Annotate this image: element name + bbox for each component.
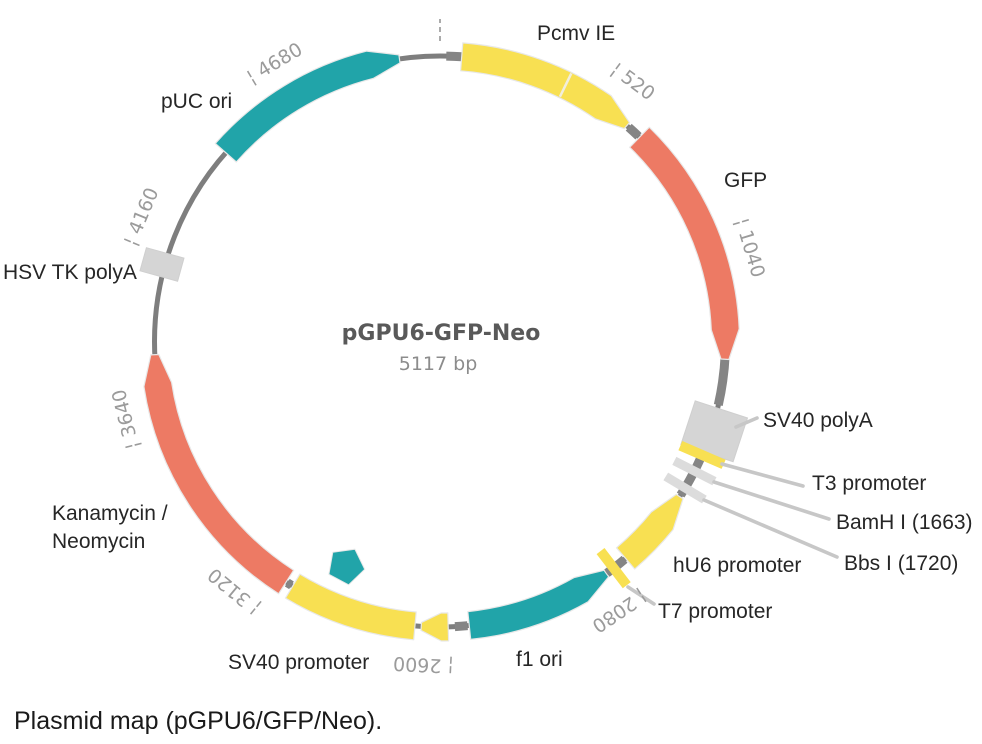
plasmid-title: pGPU6-GFP-Neo <box>342 321 541 346</box>
feature-label-pcmv-ie: Pcmv IE <box>537 22 615 45</box>
feature-sv40-promoter-arrowhead <box>420 612 450 642</box>
feature-pcmv-ie <box>460 42 631 130</box>
backbone-connector <box>625 123 642 140</box>
tick-label-520: ¦ 520 <box>607 58 659 105</box>
tick-label-2600: ¦ 2600 <box>393 652 455 677</box>
feature-hsv-tk-polya <box>139 247 185 282</box>
leader-line-bbsi-site <box>702 498 839 559</box>
feature-f1-ori <box>467 569 610 640</box>
feature-label-hu6-promoter: hU6 promoter <box>673 554 801 577</box>
feature-kanamycin-neomycin <box>143 353 295 595</box>
leader-line-layer <box>626 416 839 606</box>
backbone-connector <box>713 354 730 407</box>
feature-label-kanamycin-neomycin: Neomycin <box>52 530 145 553</box>
backbone-connector <box>692 456 705 470</box>
tick-label-2080: ¦ 2080 <box>588 585 651 637</box>
feature-gfp <box>629 126 740 361</box>
figure-caption: Plasmid map (pGPU6/GFP/Neo). <box>14 707 382 735</box>
feature-label-gfp: GFP <box>724 169 767 192</box>
feature-layer <box>139 42 749 642</box>
feature-label-puc-ori: pUC ori <box>161 90 232 113</box>
leader-line-t7-promoter <box>626 585 656 606</box>
feature-label-f1-ori: f1 ori <box>516 648 563 671</box>
inner-pentagon-marker <box>328 548 366 586</box>
backbone-connector <box>683 472 697 487</box>
leader-line-t3-promoter <box>720 462 805 488</box>
tick-label-4160: ¦ 4160 <box>120 184 164 249</box>
feature-label-hsv-tk-polya: HSV TK polyA <box>3 261 137 284</box>
feature-divider-pcmv-ie <box>558 72 573 98</box>
feature-t7-promoter <box>596 548 631 589</box>
feature-label-sv40-promoter: SV40 promoter <box>228 651 369 674</box>
feature-label-bbsi-site: Bbs I (1720) <box>844 552 958 575</box>
backbone-connector <box>284 578 294 590</box>
feature-label-t7-promoter: T7 promoter <box>658 600 772 623</box>
leader-line-bamhi-site <box>712 480 831 521</box>
feature-t3-promoter <box>678 441 726 469</box>
leader-line-sv40-polya <box>734 416 759 429</box>
feature-label-sv40-polya: SV40 polyA <box>763 409 873 432</box>
backbone-connector <box>454 621 468 632</box>
feature-label-layer: Pcmv IE GFP SV40 polyA T3 promoter BamH I (1… <box>3 22 973 674</box>
feature-label-bamhi-site: BamH I (1663) <box>836 511 973 534</box>
tick-label-1040: ¦ 1040 <box>730 216 769 281</box>
backbone-connector <box>446 51 463 62</box>
feature-bamhi-site <box>672 456 717 486</box>
feature-label-t3-promoter: T3 promoter <box>812 472 926 495</box>
tick-label-3640: ¦ 3640 <box>108 387 144 451</box>
feature-label-kanamycin-neomycin: Kanamycin / <box>52 502 168 525</box>
feature-bbsi-site <box>663 472 707 504</box>
plasmid-size: 5117 bp <box>399 353 478 375</box>
feature-sv40-promoter <box>284 573 417 641</box>
feature-hu6-promoter <box>615 493 684 570</box>
feature-puc-ori <box>214 50 401 163</box>
